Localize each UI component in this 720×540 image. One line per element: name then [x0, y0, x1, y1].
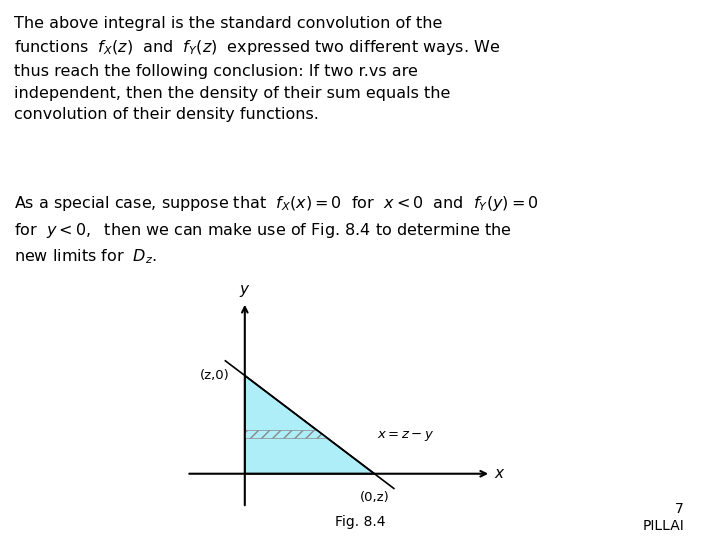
Polygon shape: [245, 430, 328, 438]
Text: $x$: $x$: [494, 466, 505, 481]
Text: (z,0): (z,0): [199, 369, 229, 382]
Text: 7: 7: [675, 502, 684, 516]
Text: (0,z): (0,z): [359, 491, 390, 504]
Text: The above integral is the standard convolution of the
functions  $f_X(z)$  and  : The above integral is the standard convo…: [14, 16, 500, 122]
Text: PILLAI: PILLAI: [642, 519, 684, 533]
Text: $x = z - y$: $x = z - y$: [377, 429, 435, 443]
Text: Fig. 8.4: Fig. 8.4: [335, 515, 385, 529]
Polygon shape: [245, 375, 374, 474]
Text: $y$: $y$: [239, 283, 251, 299]
Text: As a special case, suppose that  $f_X(x) = 0$  for  $x < 0$  and  $f_Y(y) = 0$
f: As a special case, suppose that $f_X(x) …: [14, 194, 539, 266]
